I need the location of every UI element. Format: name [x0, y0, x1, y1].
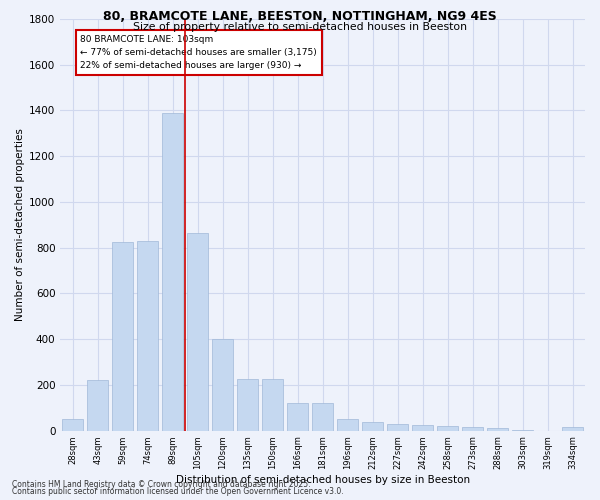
Bar [487, 428, 508, 430]
Text: Contains public sector information licensed under the Open Government Licence v3: Contains public sector information licen… [12, 487, 344, 496]
Bar [137, 241, 158, 430]
Bar [437, 426, 458, 430]
Text: 80 BRAMCOTE LANE: 103sqm
← 77% of semi-detached houses are smaller (3,175)
22% o: 80 BRAMCOTE LANE: 103sqm ← 77% of semi-d… [80, 35, 317, 70]
Bar [212, 339, 233, 430]
Text: 80, BRAMCOTE LANE, BEESTON, NOTTINGHAM, NG9 4ES: 80, BRAMCOTE LANE, BEESTON, NOTTINGHAM, … [103, 10, 497, 23]
Bar [87, 380, 109, 430]
Bar [187, 233, 208, 430]
Bar [62, 420, 83, 430]
Bar [362, 422, 383, 430]
Bar [237, 379, 258, 430]
Bar [262, 379, 283, 430]
Bar [412, 425, 433, 430]
Bar [312, 404, 333, 430]
Bar [562, 428, 583, 430]
Y-axis label: Number of semi-detached properties: Number of semi-detached properties [15, 128, 25, 322]
Bar [162, 113, 184, 430]
Bar [337, 420, 358, 430]
Bar [462, 428, 483, 430]
Bar [387, 424, 408, 430]
Bar [287, 404, 308, 430]
Text: Contains HM Land Registry data © Crown copyright and database right 2025.: Contains HM Land Registry data © Crown c… [12, 480, 311, 489]
Text: Size of property relative to semi-detached houses in Beeston: Size of property relative to semi-detach… [133, 22, 467, 32]
Bar [112, 242, 133, 430]
X-axis label: Distribution of semi-detached houses by size in Beeston: Distribution of semi-detached houses by … [176, 475, 470, 485]
